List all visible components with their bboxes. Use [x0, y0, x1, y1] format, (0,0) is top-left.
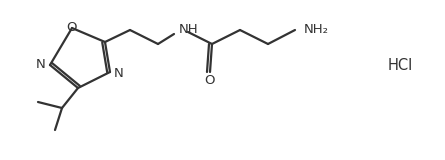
Text: NH: NH [179, 23, 198, 36]
Text: O: O [204, 73, 214, 87]
Text: N: N [36, 57, 46, 71]
Text: N: N [114, 67, 124, 80]
Text: NH₂: NH₂ [304, 23, 329, 36]
Text: O: O [66, 20, 76, 33]
Text: HCl: HCl [388, 57, 413, 72]
